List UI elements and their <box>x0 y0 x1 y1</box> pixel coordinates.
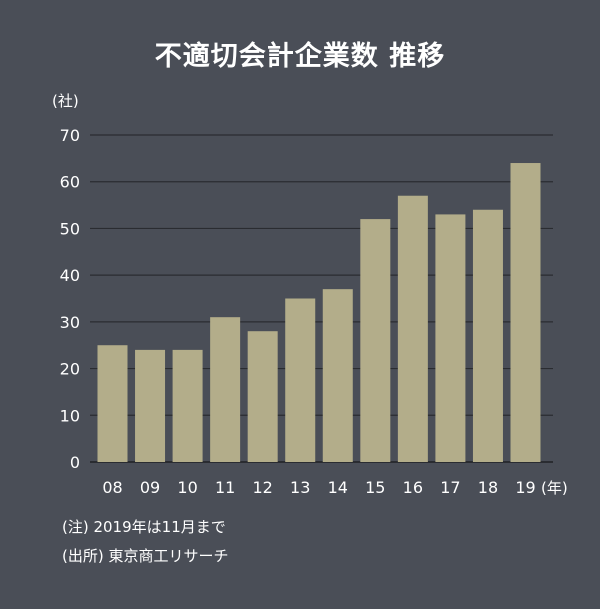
x-tick-label: 10 <box>177 478 197 497</box>
y-tick-label: 70 <box>60 126 80 145</box>
y-tick-labels: 0 10 20 30 40 50 60 70 <box>60 126 80 472</box>
bar-09 <box>135 349 166 462</box>
bar-12 <box>247 331 278 462</box>
y-tick-label: 0 <box>70 453 80 472</box>
bar-18 <box>472 209 503 462</box>
y-tick-label: 50 <box>60 219 80 238</box>
x-axis-label: (年) <box>541 479 568 497</box>
bar-15 <box>360 219 391 462</box>
x-tick-label: 14 <box>328 478 348 497</box>
y-tick-label: 20 <box>60 360 80 379</box>
x-tick-label: 08 <box>102 478 122 497</box>
chart-title: 不適切会計企業数 推移 <box>154 41 446 72</box>
bar-08 <box>97 345 128 462</box>
bar-14 <box>322 289 353 462</box>
y-tick-label: 10 <box>60 406 80 425</box>
y-tick-label: 30 <box>60 313 80 332</box>
bar-19 <box>510 163 541 462</box>
y-tick-label: 60 <box>60 173 80 192</box>
x-tick-label: 16 <box>403 478 423 497</box>
x-tick-label: 12 <box>253 478 273 497</box>
x-tick-labels: 08 09 10 11 12 13 14 15 16 17 18 19 <box>102 478 535 497</box>
bar-13 <box>285 298 316 462</box>
bar-11 <box>210 317 241 462</box>
x-tick-label: 11 <box>215 478 235 497</box>
x-tick-label: 09 <box>140 478 160 497</box>
y-axis-label: (社) <box>52 92 79 110</box>
x-tick-label: 18 <box>478 478 498 497</box>
x-tick-label: 13 <box>290 478 310 497</box>
bars <box>97 163 541 462</box>
y-tick-label: 40 <box>60 266 80 285</box>
bar-17 <box>435 214 466 462</box>
x-tick-label: 17 <box>440 478 460 497</box>
bar-10 <box>172 349 203 462</box>
x-tick-label: 15 <box>365 478 385 497</box>
bar-16 <box>397 195 428 462</box>
x-tick-label: 19 <box>515 478 535 497</box>
footnote-source: (出所) 東京商工リサーチ <box>62 547 229 565</box>
footnote-period: (注) 2019年は11月まで <box>62 518 226 536</box>
